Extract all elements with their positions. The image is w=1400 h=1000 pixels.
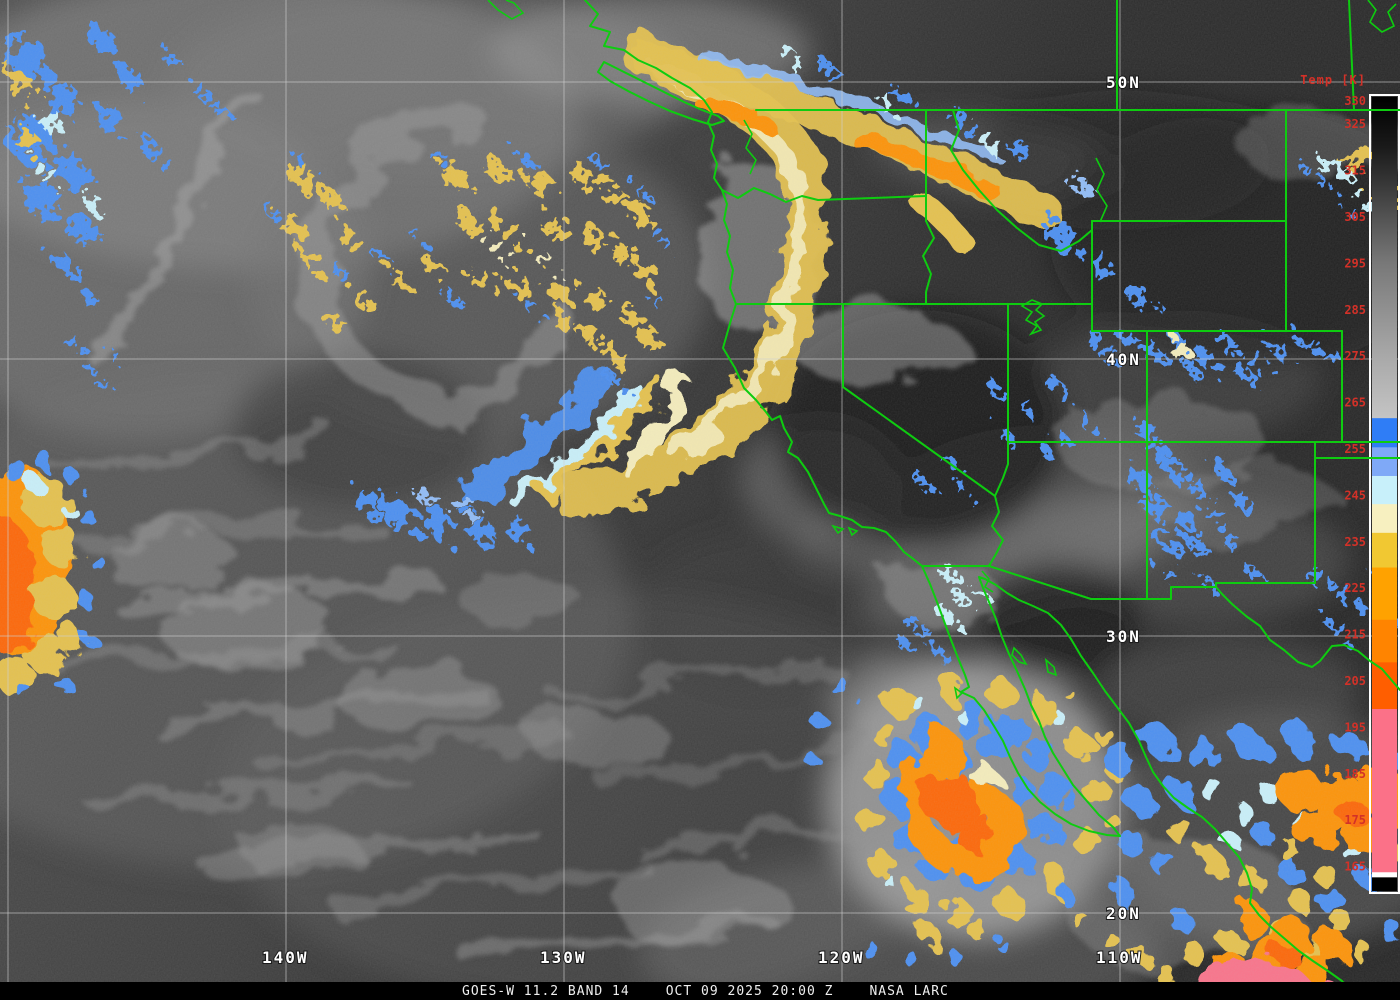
wa-or-border [721, 187, 927, 203]
colorbar-tick-label: 275 [1344, 349, 1366, 363]
colorbar-tick-label: 235 [1344, 535, 1366, 549]
nm-mexico-border [1146, 586, 1217, 600]
puget-sound-outline [743, 119, 757, 175]
latitude-label: 30N [1106, 627, 1141, 646]
id-mt-border [950, 109, 1093, 252]
caption-bar: GOES-W 11.2 BAND 14 OCT 09 2025 20:00 Z … [0, 982, 1400, 1000]
caption-satellite-band: GOES-W 11.2 BAND 14 [462, 983, 630, 999]
nv-az-border [994, 441, 1009, 497]
az-mexico-border [988, 565, 1148, 600]
vancouver-island-outline [597, 61, 725, 126]
bc-islands-outline [487, 0, 525, 20]
colorbar-tick-label: 245 [1344, 488, 1366, 502]
manitoba-lakes [1367, 0, 1397, 33]
cedros-island [953, 686, 964, 700]
colorbar-tick-label: 225 [1344, 581, 1366, 595]
longitude-label: 110W [1096, 948, 1143, 967]
colorbar-tick-label: 305 [1344, 210, 1366, 224]
colorbar-tick-label: 255 [1344, 442, 1366, 456]
colorbar-tick-label: 175 [1344, 813, 1366, 827]
caption-credit: NASA LARC [869, 983, 949, 999]
colorbar-tick-label: 330 [1344, 94, 1366, 108]
grid-labels: 50N 40N 30N 20N 140W 130W 120W 110W [261, 72, 1143, 968]
ca-nv-border [842, 303, 1004, 567]
longitude-label: 130W [540, 948, 587, 967]
longitude-label: 140W [262, 948, 309, 967]
colorbar-tick-label: 315 [1344, 164, 1366, 178]
latitude-label: 20N [1106, 904, 1141, 923]
colorbar-tick-label: 205 [1344, 674, 1366, 688]
map-boundaries-overlay [487, 0, 1400, 982]
colorbar-tick-label: 295 [1344, 256, 1366, 270]
colorbar-tick-label: 165 [1344, 860, 1366, 874]
colorbar-labels: Temp [K] 330 325 315 305 295 285 275 265 255 245 2… [1300, 73, 1366, 874]
channel-islands [830, 524, 859, 537]
sk-mb-border [1348, 0, 1355, 111]
montana-river [1095, 157, 1108, 223]
colorbar-tick-label: 325 [1344, 117, 1366, 131]
temperature-colorbar [1369, 94, 1400, 894]
colorbar-title: Temp [K] [1300, 73, 1366, 87]
colorado-river-delta [981, 570, 994, 593]
rio-grande-border [1215, 586, 1400, 691]
longitude-label: 120W [818, 948, 865, 967]
latitude-label: 50N [1106, 73, 1141, 92]
colorbar-gradient [1372, 97, 1397, 891]
colorbar-tick-label: 265 [1344, 396, 1366, 410]
coastline-path [584, 0, 1345, 982]
colorbar-tick-label: 185 [1344, 767, 1366, 781]
gulf-islands [1011, 646, 1058, 677]
id-or-border [922, 220, 935, 305]
colorbar-tick-label: 215 [1344, 628, 1366, 642]
latitude-label: 40N [1106, 350, 1141, 369]
colorbar-tick-label: 285 [1344, 303, 1366, 317]
caption-datetime: OCT 09 2025 20:00 Z [665, 983, 834, 999]
nm-tx-south-border [1215, 582, 1316, 588]
colorbar-tick-label: 195 [1344, 720, 1366, 734]
colorbar-frame [1369, 94, 1400, 894]
great-salt-lake [1020, 299, 1046, 336]
